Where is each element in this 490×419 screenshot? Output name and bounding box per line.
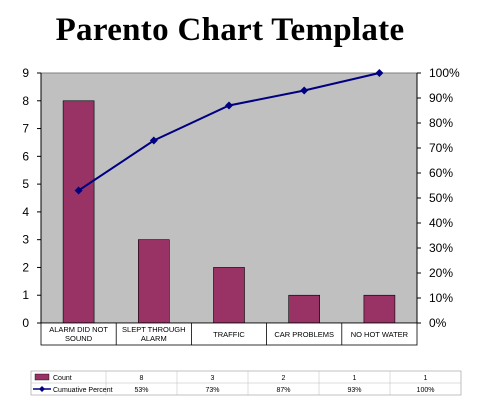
left-tick-label: 3: [22, 233, 29, 247]
category-label-box: [40, 322, 418, 346]
left-tick-label: 6: [22, 149, 29, 163]
data-table-cell: 93%: [347, 387, 361, 394]
category-label: SLEPT THROUGH: [122, 325, 186, 334]
bar-0: [62, 100, 95, 324]
category-label: ALARM DID NOT: [49, 325, 108, 334]
data-table-row-label: Count: [53, 375, 72, 382]
right-tick-label: 20%: [429, 266, 453, 280]
data-table-cell: 1: [353, 375, 357, 382]
data-table-cell: 87%: [276, 387, 290, 394]
category-label: CAR PROBLEMS: [274, 330, 334, 339]
right-tick-label: 50%: [429, 191, 453, 205]
cumulative-marker-0: [74, 186, 83, 195]
category-label: ALARM: [141, 334, 167, 343]
left-tick-label: 0: [22, 316, 29, 330]
data-table-cell: 3: [211, 375, 215, 382]
right-tick-label: 40%: [429, 216, 453, 230]
left-tick-label: 2: [22, 260, 29, 274]
bar-4: [363, 294, 396, 324]
category-label: NO HOT WATER: [351, 330, 409, 339]
page-title: Parento Chart Template: [55, 12, 405, 48]
legend-swatch-count: [34, 373, 50, 381]
cumulative-marker-2: [225, 101, 233, 110]
left-tick-label: 5: [22, 177, 29, 191]
data-table-cell: 53%: [134, 387, 148, 394]
right-tick-label: 10%: [429, 291, 453, 305]
left-tick-label: 4: [22, 205, 29, 219]
data-table-cell: 1: [424, 375, 428, 382]
right-tick-label: 100%: [429, 66, 460, 80]
bar-2: [213, 267, 245, 324]
cumulative-marker-1: [149, 136, 158, 145]
right-tick-label: 0%: [429, 316, 447, 330]
data-table-row-label: Cumuative Percent: [53, 387, 113, 394]
left-tick-label: 1: [22, 288, 29, 302]
bar-3: [288, 294, 321, 324]
left-tick-label: 8: [22, 94, 29, 108]
data-table-cell: 8: [140, 375, 144, 382]
right-tick-label: 30%: [429, 241, 453, 255]
left-tick-label: 9: [22, 66, 29, 80]
data-table-cell: 2: [282, 375, 286, 382]
right-tick-label: 60%: [429, 166, 453, 180]
right-tick-label: 70%: [429, 141, 453, 155]
bar-1: [138, 239, 170, 324]
cumulative-marker-3: [300, 86, 309, 95]
data-table-cell: 73%: [205, 387, 219, 394]
category-label: SOUND: [65, 334, 93, 343]
legend-marker-cumulative: [39, 386, 45, 392]
data-table-cell: 100%: [417, 387, 435, 394]
right-tick-label: 90%: [429, 91, 453, 105]
cumulative-marker-4: [375, 69, 384, 77]
left-tick-label: 7: [22, 122, 29, 136]
right-tick-label: 80%: [429, 116, 453, 130]
category-label: TRAFFIC: [213, 330, 245, 339]
